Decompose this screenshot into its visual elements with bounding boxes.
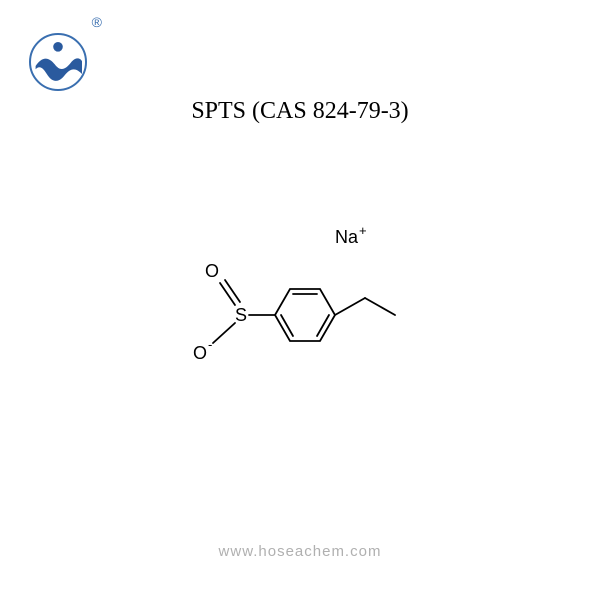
atom-s: S [235,305,247,325]
watermark-url: www.hoseachem.com [0,543,600,560]
atom-o-minus: O [193,343,207,363]
counterion-na-charge: + [359,225,367,238]
counterion-na: Na [335,227,359,247]
atom-o-double: O [205,261,219,281]
chemical-structure: S O O - Na + [165,225,435,375]
atom-o-minus-charge: - [208,337,212,352]
compound-title: SPTS (CAS 824-79-3) [0,98,600,125]
hoseachem-logo: ® [18,18,98,98]
registered-mark: ® [92,14,102,30]
